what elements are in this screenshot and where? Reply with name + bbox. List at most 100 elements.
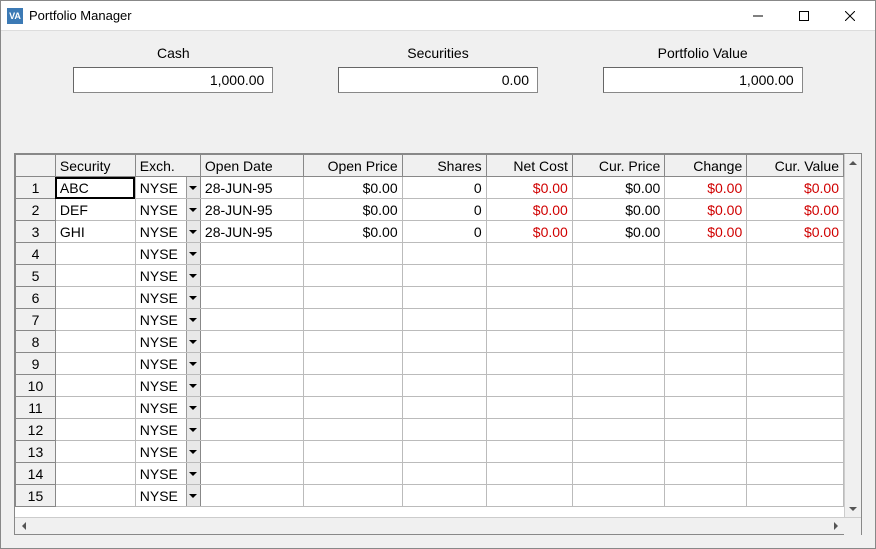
cell-net-cost[interactable]: [486, 331, 572, 353]
chevron-down-icon[interactable]: [186, 463, 200, 484]
chevron-down-icon[interactable]: [186, 221, 200, 242]
titlebar[interactable]: VA Portfolio Manager: [1, 1, 875, 31]
table-row[interactable]: 1ABCNYSE28-JUN-95$0.000$0.00$0.00$0.00$0…: [16, 177, 844, 199]
col-header-shares[interactable]: Shares: [402, 155, 486, 177]
row-header[interactable]: 3: [16, 221, 56, 243]
chevron-down-icon[interactable]: [186, 177, 200, 198]
chevron-down-icon[interactable]: [186, 419, 200, 440]
horizontal-scrollbar[interactable]: [15, 517, 861, 534]
cell-open-date[interactable]: [200, 463, 303, 485]
cell-open-price[interactable]: [303, 265, 402, 287]
cell-open-date[interactable]: 28-JUN-95: [200, 221, 303, 243]
cell-security[interactable]: GHI: [55, 221, 135, 243]
cell-exchange[interactable]: NYSE: [135, 331, 200, 353]
cell-change[interactable]: [665, 419, 747, 441]
cell-exchange[interactable]: NYSE: [135, 441, 200, 463]
cell-cur-value[interactable]: $0.00: [747, 221, 844, 243]
scroll-down-button[interactable]: [845, 500, 861, 517]
cell-open-price[interactable]: [303, 375, 402, 397]
cell-open-price[interactable]: [303, 287, 402, 309]
cell-shares[interactable]: [402, 309, 486, 331]
cell-cur-value[interactable]: [747, 419, 844, 441]
cell-cur-value[interactable]: [747, 375, 844, 397]
cell-cur-value[interactable]: [747, 441, 844, 463]
cell-shares[interactable]: [402, 397, 486, 419]
cell-shares[interactable]: [402, 243, 486, 265]
chevron-down-icon[interactable]: [186, 287, 200, 308]
cell-change[interactable]: $0.00: [665, 221, 747, 243]
row-header[interactable]: 10: [16, 375, 56, 397]
cell-exchange[interactable]: NYSE: [135, 375, 200, 397]
table-row[interactable]: 13NYSE: [16, 441, 844, 463]
chevron-down-icon[interactable]: [186, 353, 200, 374]
cell-net-cost[interactable]: [486, 419, 572, 441]
cell-cur-price[interactable]: [572, 265, 664, 287]
cell-open-date[interactable]: [200, 331, 303, 353]
cell-security[interactable]: [55, 463, 135, 485]
cell-change[interactable]: $0.00: [665, 177, 747, 199]
cell-open-price[interactable]: [303, 353, 402, 375]
cell-open-price[interactable]: [303, 485, 402, 507]
cell-open-date[interactable]: [200, 441, 303, 463]
cell-cur-value[interactable]: $0.00: [747, 199, 844, 221]
cell-cur-value[interactable]: [747, 243, 844, 265]
cell-cur-value[interactable]: $0.00: [747, 177, 844, 199]
cell-net-cost[interactable]: [486, 287, 572, 309]
row-header[interactable]: 1: [16, 177, 56, 199]
cell-exchange[interactable]: NYSE: [135, 243, 200, 265]
cell-shares[interactable]: [402, 331, 486, 353]
cell-exchange[interactable]: NYSE: [135, 265, 200, 287]
cell-change[interactable]: [665, 485, 747, 507]
cell-open-date[interactable]: 28-JUN-95: [200, 199, 303, 221]
cell-open-date[interactable]: [200, 287, 303, 309]
cell-cur-price[interactable]: [572, 287, 664, 309]
cell-cur-value[interactable]: [747, 309, 844, 331]
table-row[interactable]: 8NYSE: [16, 331, 844, 353]
cell-open-price[interactable]: $0.00: [303, 177, 402, 199]
table-row[interactable]: 7NYSE: [16, 309, 844, 331]
row-header[interactable]: 15: [16, 485, 56, 507]
cell-exchange[interactable]: NYSE: [135, 353, 200, 375]
cell-open-price[interactable]: $0.00: [303, 221, 402, 243]
chevron-down-icon[interactable]: [186, 265, 200, 286]
cell-exchange[interactable]: NYSE: [135, 309, 200, 331]
cell-change[interactable]: $0.00: [665, 199, 747, 221]
cell-open-price[interactable]: [303, 243, 402, 265]
row-header[interactable]: 9: [16, 353, 56, 375]
cell-security[interactable]: [55, 441, 135, 463]
cell-shares[interactable]: 0: [402, 177, 486, 199]
cell-open-price[interactable]: [303, 463, 402, 485]
cell-exchange[interactable]: NYSE: [135, 485, 200, 507]
chevron-down-icon[interactable]: [186, 375, 200, 396]
cell-shares[interactable]: [402, 441, 486, 463]
col-header-open-price[interactable]: Open Price: [303, 155, 402, 177]
cell-net-cost[interactable]: [486, 441, 572, 463]
cell-shares[interactable]: [402, 375, 486, 397]
cell-exchange[interactable]: NYSE: [135, 419, 200, 441]
scroll-up-button[interactable]: [845, 154, 861, 171]
col-header-change[interactable]: Change: [665, 155, 747, 177]
cell-open-date[interactable]: [200, 419, 303, 441]
cell-change[interactable]: [665, 353, 747, 375]
cell-cur-price[interactable]: [572, 397, 664, 419]
row-header[interactable]: 6: [16, 287, 56, 309]
cell-exchange[interactable]: NYSE: [135, 463, 200, 485]
cell-change[interactable]: [665, 463, 747, 485]
cell-cur-price[interactable]: $0.00: [572, 221, 664, 243]
row-header[interactable]: 2: [16, 199, 56, 221]
cell-open-price[interactable]: [303, 419, 402, 441]
maximize-button[interactable]: [781, 1, 827, 31]
cell-shares[interactable]: [402, 485, 486, 507]
cell-shares[interactable]: [402, 463, 486, 485]
cell-change[interactable]: [665, 287, 747, 309]
cell-exchange[interactable]: NYSE: [135, 287, 200, 309]
cell-security[interactable]: [55, 243, 135, 265]
cell-cur-value[interactable]: [747, 331, 844, 353]
cell-cur-price[interactable]: [572, 309, 664, 331]
col-header-security[interactable]: Security: [55, 155, 135, 177]
cell-security[interactable]: DEF: [55, 199, 135, 221]
table-row[interactable]: 2DEFNYSE28-JUN-95$0.000$0.00$0.00$0.00$0…: [16, 199, 844, 221]
col-header-net-cost[interactable]: Net Cost: [486, 155, 572, 177]
cell-shares[interactable]: [402, 265, 486, 287]
chevron-down-icon[interactable]: [186, 397, 200, 418]
